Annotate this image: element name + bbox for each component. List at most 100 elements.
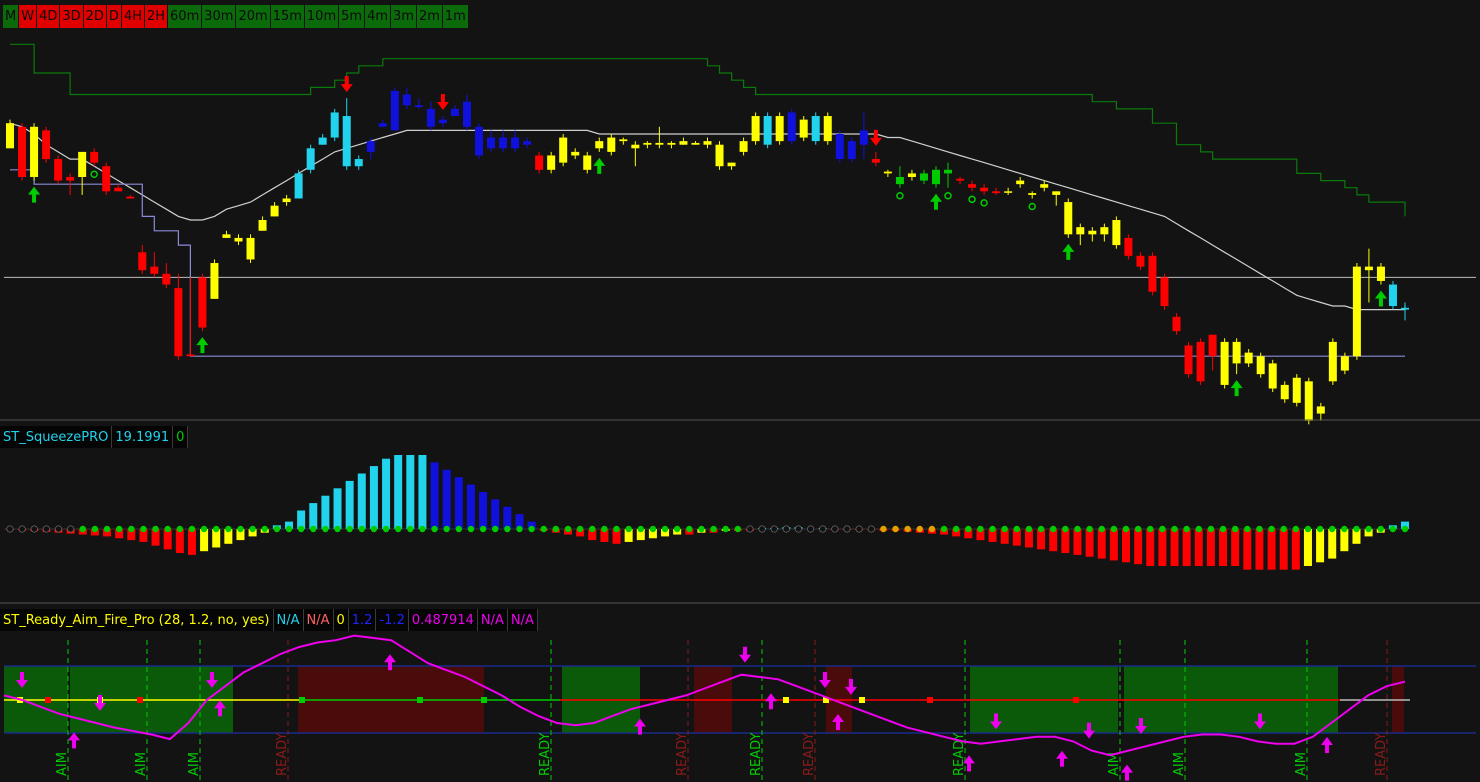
- timeframe-2m[interactable]: 2m: [416, 5, 442, 28]
- candle-body: [1148, 255, 1157, 292]
- squeeze-bar: [648, 529, 657, 539]
- squeeze-bar: [1073, 529, 1082, 555]
- squeeze-dot: [940, 525, 948, 533]
- squeeze-dot: [1219, 525, 1227, 533]
- squeeze-dot: [152, 525, 159, 533]
- candle: [992, 187, 1001, 195]
- candle-body: [655, 142, 664, 145]
- candle: [390, 87, 399, 131]
- squeeze-bar: [466, 484, 475, 529]
- timeframe-4d[interactable]: 4D: [37, 5, 60, 28]
- squeeze-dot: [855, 525, 863, 533]
- squeeze-dot: [649, 525, 657, 533]
- signal-circle-icon: [90, 170, 98, 178]
- candle-body: [126, 196, 135, 199]
- candle: [739, 137, 748, 156]
- candle: [1148, 252, 1157, 296]
- squeeze-bar: [285, 521, 293, 529]
- squeeze-bar: [212, 529, 221, 548]
- candle-body: [607, 137, 616, 152]
- candle: [1028, 191, 1037, 199]
- timeframe-3m[interactable]: 3m: [391, 5, 416, 28]
- buy-arrow-icon: [1374, 290, 1387, 307]
- raf-legend: ST_Ready_Aim_Fire_Pro (28, 1.2, no, yes)…: [0, 609, 538, 631]
- squeeze-bar: [1146, 529, 1155, 566]
- candle: [847, 137, 856, 163]
- squeeze-bar: [1206, 529, 1215, 566]
- raf-down-arrow-icon: [845, 678, 857, 695]
- candle: [1052, 191, 1061, 206]
- candle: [835, 130, 844, 163]
- timeframe-5m[interactable]: 5m: [339, 5, 365, 28]
- candle: [1004, 187, 1013, 195]
- candle: [1196, 338, 1205, 385]
- squeeze-dot: [782, 525, 790, 533]
- timeframe-2h[interactable]: 2H: [144, 5, 168, 28]
- candle-body: [823, 116, 832, 142]
- candle-body: [1100, 227, 1109, 235]
- raf-signal-label: AIM: [187, 752, 202, 776]
- candle: [1316, 402, 1325, 421]
- candle-body: [318, 137, 327, 145]
- candle-body: [1064, 202, 1073, 235]
- timeframe-3d[interactable]: 3D: [60, 5, 83, 28]
- squeeze-dot: [492, 525, 499, 533]
- squeeze-dot: [661, 525, 669, 533]
- raf-marker: [859, 697, 865, 703]
- timeframe-30m[interactable]: 30m: [202, 5, 236, 28]
- candle-body: [535, 155, 544, 170]
- timeframe-10m[interactable]: 10m: [304, 5, 339, 28]
- candle-body: [631, 144, 640, 149]
- timeframe-w[interactable]: W: [19, 5, 37, 28]
- candle-body: [1304, 381, 1313, 421]
- candle-body: [1112, 220, 1121, 246]
- squeeze-dot: [770, 525, 778, 533]
- timeframe-d[interactable]: D: [106, 5, 121, 28]
- squeeze-bar: [1243, 529, 1252, 570]
- raf-signal-label: READY: [952, 733, 967, 776]
- candle-body: [354, 159, 363, 167]
- squeeze-dot: [552, 525, 560, 533]
- candle: [54, 155, 63, 185]
- candle: [342, 98, 351, 170]
- candle-body: [30, 126, 39, 177]
- squeeze-bar: [1303, 529, 1312, 566]
- squeeze-bar: [1037, 529, 1046, 550]
- candle: [198, 273, 207, 332]
- squeeze-dot: [673, 525, 681, 533]
- sell-arrow-icon: [869, 129, 882, 146]
- squeeze-bar: [1219, 529, 1228, 566]
- candle-body: [1244, 352, 1253, 364]
- squeeze-dot: [419, 525, 426, 533]
- timeframe-2d[interactable]: 2D: [83, 5, 106, 28]
- timeframe-m[interactable]: M: [3, 5, 19, 28]
- candle-body: [1256, 356, 1265, 375]
- raf-marker: [417, 697, 423, 703]
- squeeze-bar: [1194, 529, 1203, 566]
- squeeze-dot: [18, 525, 26, 533]
- squeeze-dot: [880, 525, 887, 533]
- squeeze-dot: [467, 525, 475, 533]
- candle-body: [667, 142, 676, 145]
- squeeze-dot: [30, 525, 38, 533]
- squeeze-dot: [589, 525, 596, 533]
- timeframe-60m[interactable]: 60m: [168, 5, 202, 28]
- raf-up-arrow-icon: [1321, 737, 1333, 753]
- squeeze-bar: [382, 458, 391, 529]
- squeeze-bar: [588, 529, 597, 541]
- timeframe-15m[interactable]: 15m: [270, 5, 304, 28]
- squeeze-bar: [952, 529, 961, 537]
- candle-body: [1280, 384, 1289, 400]
- candle: [306, 144, 315, 174]
- timeframe-20m[interactable]: 20m: [236, 5, 270, 28]
- candle: [330, 108, 339, 142]
- candle: [1280, 381, 1289, 403]
- squeeze-dot: [952, 525, 960, 533]
- squeeze-dot: [1353, 525, 1360, 533]
- candle-body: [968, 184, 977, 188]
- timeframe-4h[interactable]: 4H: [121, 5, 144, 28]
- timeframe-1m[interactable]: 1m: [442, 5, 468, 28]
- timeframe-4m[interactable]: 4m: [365, 5, 390, 28]
- squeeze-bar: [1049, 529, 1058, 552]
- squeeze-dot: [1389, 525, 1397, 533]
